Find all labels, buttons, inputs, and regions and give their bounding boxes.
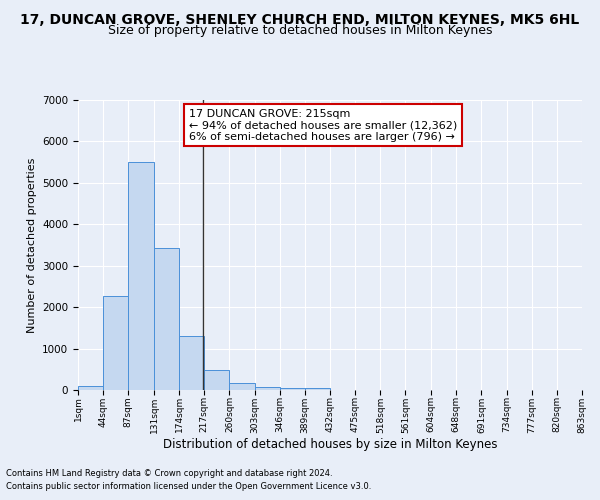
Bar	[128, 162, 154, 390]
X-axis label: Distribution of detached houses by size in Milton Keynes: Distribution of detached houses by size …	[163, 438, 497, 451]
Bar	[280, 388, 305, 390]
Text: Contains public sector information licensed under the Open Government Licence v3: Contains public sector information licen…	[6, 482, 371, 491]
Bar	[179, 336, 204, 390]
Bar	[254, 386, 280, 390]
Bar	[305, 388, 330, 390]
Text: Size of property relative to detached houses in Milton Keynes: Size of property relative to detached ho…	[108, 24, 492, 37]
Bar	[154, 248, 179, 390]
Y-axis label: Number of detached properties: Number of detached properties	[26, 158, 37, 332]
Bar	[204, 370, 229, 390]
Text: 17 DUNCAN GROVE: 215sqm
← 94% of detached houses are smaller (12,362)
6% of semi: 17 DUNCAN GROVE: 215sqm ← 94% of detache…	[189, 108, 457, 142]
Bar	[103, 296, 128, 390]
Text: Contains HM Land Registry data © Crown copyright and database right 2024.: Contains HM Land Registry data © Crown c…	[6, 468, 332, 477]
Bar	[229, 384, 254, 390]
Bar	[78, 386, 103, 390]
Text: 17, DUNCAN GROVE, SHENLEY CHURCH END, MILTON KEYNES, MK5 6HL: 17, DUNCAN GROVE, SHENLEY CHURCH END, MI…	[20, 12, 580, 26]
